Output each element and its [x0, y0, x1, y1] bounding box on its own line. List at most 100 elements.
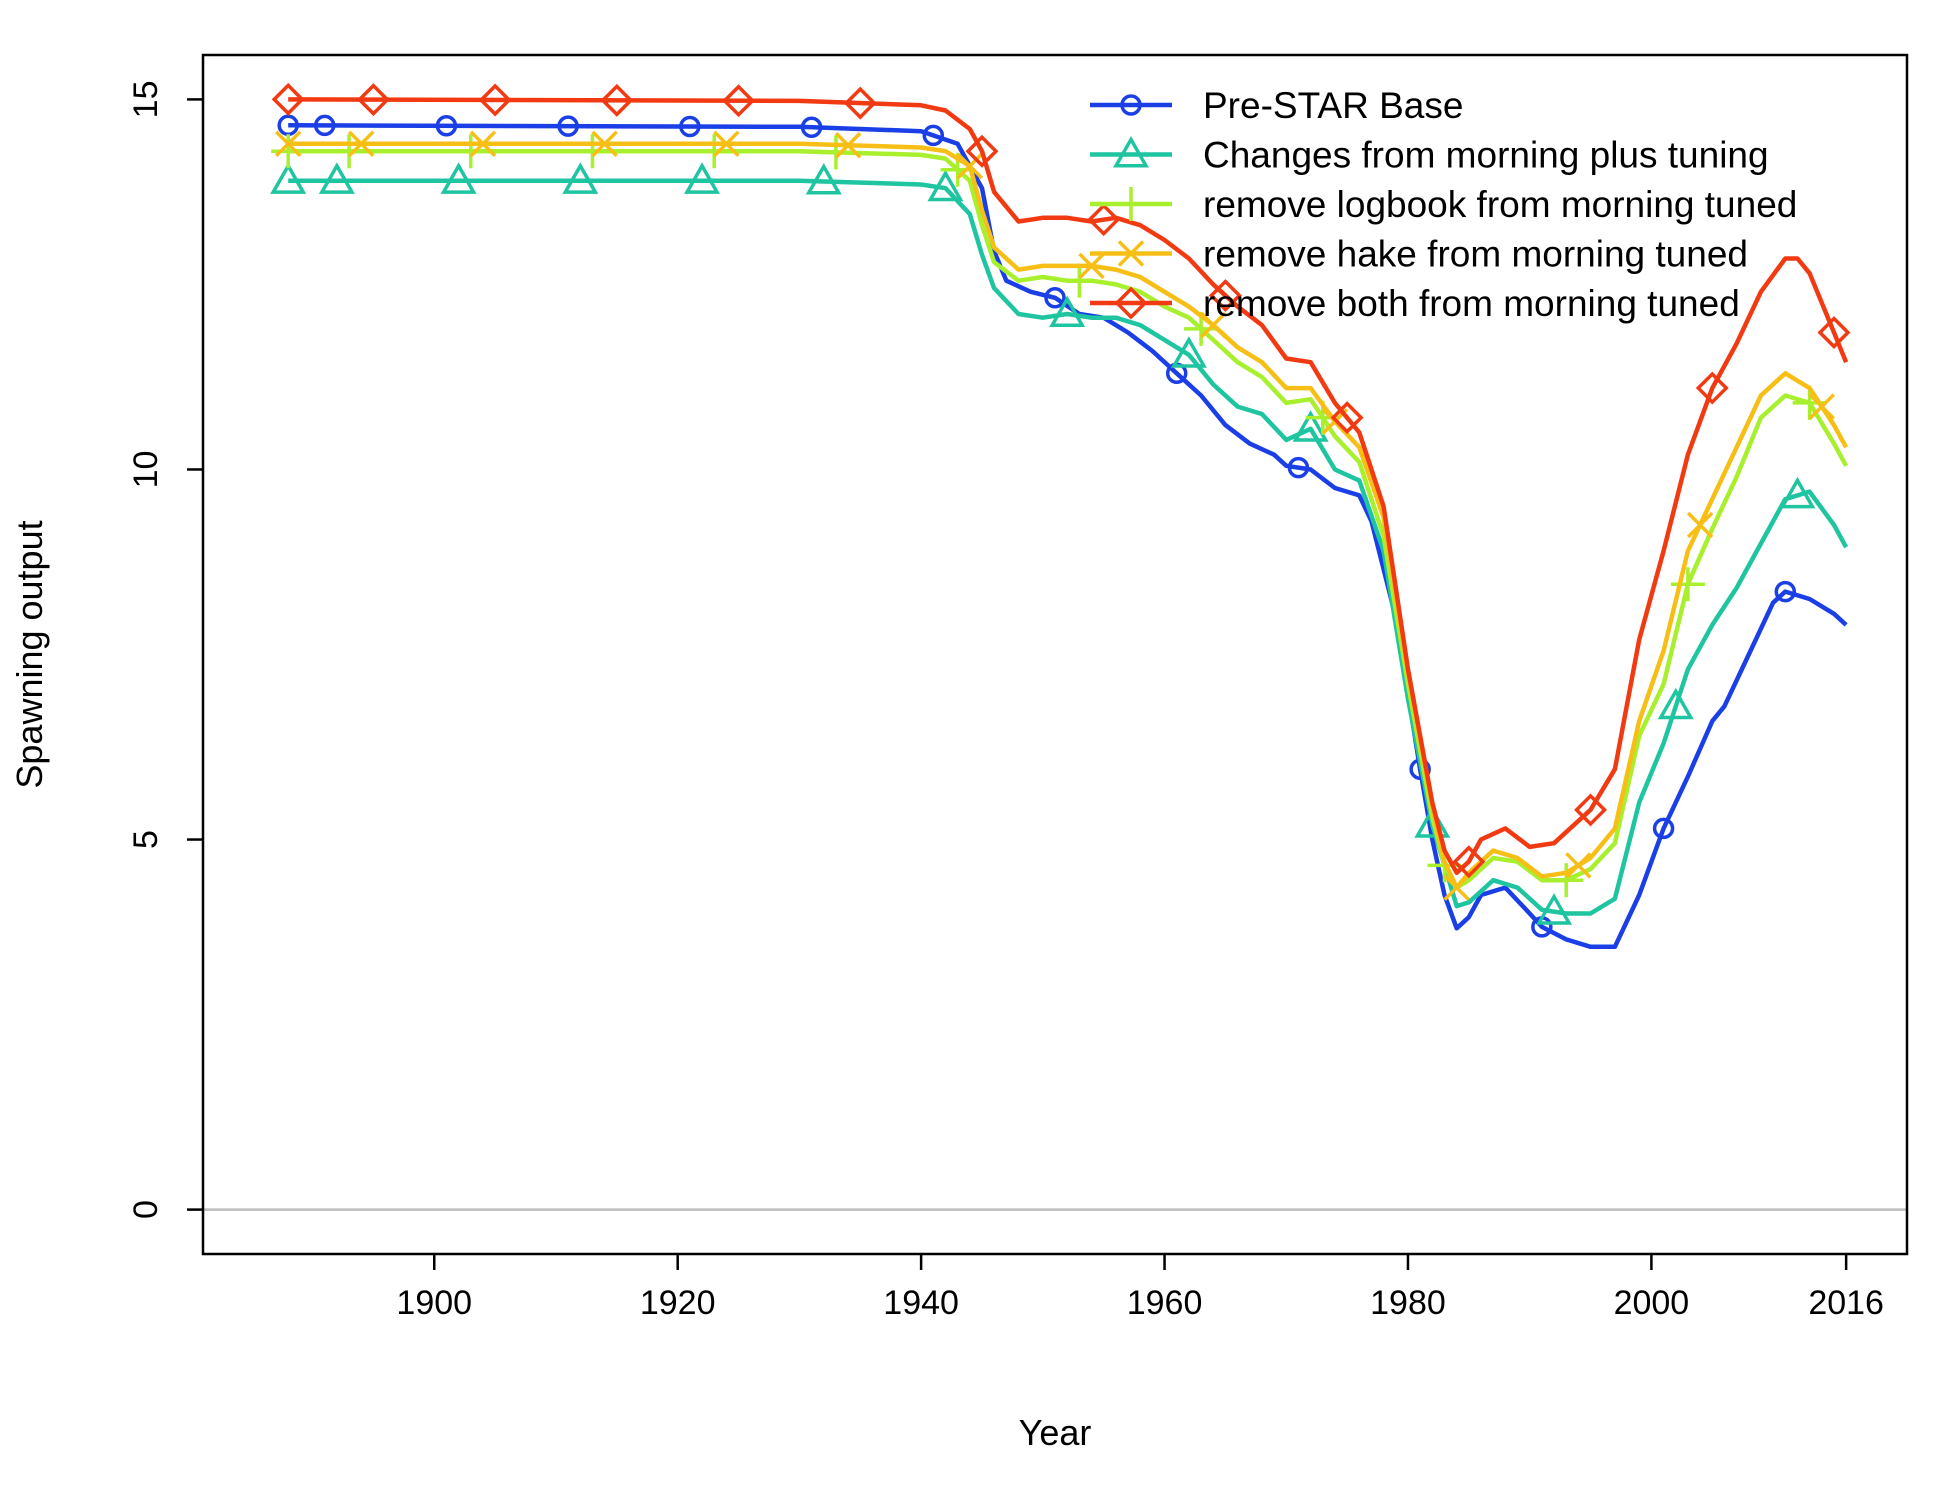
data-point-marker: [956, 152, 984, 180]
data-point-marker: [1208, 279, 1242, 313]
x-tick-label: 2016: [1808, 1284, 1884, 1322]
y-tick-label: 0: [127, 1200, 165, 1219]
legend-swatch-marker: [1114, 187, 1148, 221]
data-point-marker: [575, 134, 610, 169]
data-point-marker: [1452, 845, 1486, 879]
x-tick-label: 1900: [396, 1284, 472, 1322]
legend-label: Changes from morning plus tuning: [1203, 135, 1769, 176]
legend-item-remove-hake-from-morning-tuned: remove hake from morning tuned: [1090, 234, 1748, 275]
series-line-remove-both-from-morning-tuned: [288, 97, 1849, 876]
data-point-marker: [313, 114, 336, 137]
legend-label: remove hake from morning tuned: [1203, 234, 1748, 275]
data-point-marker: [1414, 806, 1451, 838]
data-point-marker: [435, 115, 458, 137]
data-point-marker: [1817, 316, 1851, 350]
data-point-marker: [356, 83, 390, 117]
data-point-marker: [1549, 863, 1584, 898]
data-point-marker: [1808, 393, 1836, 420]
y-axis: 0 5 10 15: [127, 80, 203, 1219]
data-point-marker: [1287, 456, 1310, 479]
legend-swatch-marker: [1117, 240, 1145, 267]
data-point-marker: [697, 134, 732, 169]
data-point-marker: [562, 162, 599, 194]
legend-swatch-marker: [1114, 286, 1148, 320]
legend-item-remove-logbook-from-morning-tuned: remove logbook from morning tuned: [1090, 184, 1797, 225]
data-point-marker: [1087, 203, 1121, 237]
data-point-marker: [469, 130, 497, 158]
legend-swatch-marker: [1112, 135, 1150, 168]
data-point-marker: [1670, 567, 1705, 602]
series-line-remove-hake-from-morning-tuned: [288, 141, 1849, 890]
data-point-marker: [440, 162, 477, 194]
data-point-marker: [274, 130, 302, 158]
data-point-marker: [713, 130, 740, 158]
data-point-marker: [1062, 263, 1097, 298]
legend-label: remove logbook from morning tuned: [1203, 184, 1797, 225]
data-point-marker: [1044, 287, 1066, 309]
x-tick-label: 1960: [1127, 1284, 1203, 1322]
series-line-remove-logbook-from-morning-tuned: [288, 148, 1849, 890]
data-point-marker: [332, 134, 367, 169]
data-point-marker: [1170, 336, 1207, 368]
data-point-marker: [1049, 295, 1086, 328]
data-point-marker: [1774, 580, 1797, 603]
legend: Pre-STAR Base Changes from morning plus t…: [1090, 85, 1797, 324]
data-point-marker: [600, 83, 634, 117]
data-point-marker: [1078, 252, 1105, 280]
data-point-marker: [927, 169, 964, 202]
data-point-marker: [805, 163, 842, 195]
data-point-marker: [318, 162, 355, 194]
x-axis-title: Year: [1019, 1412, 1092, 1453]
x-tick-label: 1920: [640, 1284, 716, 1322]
series-remove-both-from-morning-tuned: [271, 82, 1851, 879]
data-point-marker: [922, 124, 945, 147]
data-point-marker: [679, 115, 701, 138]
y-tick-label: 15: [127, 80, 165, 118]
data-point-marker: [1199, 311, 1227, 339]
data-point-marker: [1657, 687, 1694, 720]
series-layer: [270, 82, 1851, 950]
data-point-marker: [270, 162, 307, 194]
data-point-marker: [591, 130, 618, 158]
data-point-marker: [800, 116, 823, 138]
data-point-marker: [1536, 893, 1573, 925]
x-axis: 1900 1920 1940 1960 1980 2000 2016: [396, 1254, 1884, 1322]
plot-frame: [201, 53, 1909, 1256]
legend-item-changes-from-morning-plus-tuning: Changes from morning plus tuning: [1090, 135, 1769, 176]
data-point-marker: [1779, 476, 1816, 509]
data-point-marker: [1574, 793, 1608, 827]
data-point-marker: [1565, 852, 1592, 879]
data-point-marker: [557, 115, 579, 137]
data-point-marker: [843, 86, 877, 120]
y-axis-title: Spawning output: [9, 520, 50, 788]
data-point-marker: [818, 135, 853, 170]
data-point-marker: [1695, 371, 1729, 405]
series-remove-logbook-from-morning-tuned: [271, 134, 1849, 898]
series-changes-from-morning-plus-tuning: [270, 162, 1849, 925]
legend-swatch-marker: [1120, 94, 1142, 116]
data-point-marker: [271, 82, 305, 116]
y-tick-label: 5: [127, 830, 165, 849]
x-tick-label: 1980: [1370, 1284, 1446, 1322]
legend-item-pre-star-base: Pre-STAR Base: [1090, 85, 1463, 126]
data-point-marker: [1330, 401, 1364, 435]
y-tick-label: 10: [127, 451, 165, 489]
data-point-marker: [478, 83, 512, 117]
series-line-changes-from-morning-plus-tuning: [288, 178, 1849, 916]
legend-label: Pre-STAR Base: [1203, 85, 1463, 126]
data-point-marker: [453, 134, 488, 169]
data-point-marker: [684, 162, 721, 194]
data-point-marker: [722, 84, 756, 118]
data-point-marker: [1443, 874, 1470, 901]
data-point-marker: [347, 130, 375, 158]
data-point-marker: [1652, 817, 1675, 840]
legend-item-remove-both-from-morning-tuned: remove both from morning tuned: [1090, 283, 1740, 324]
x-tick-label: 2000: [1614, 1284, 1690, 1322]
data-point-marker: [271, 134, 306, 169]
data-point-marker: [834, 132, 862, 159]
legend-label: remove both from morning tuned: [1203, 283, 1740, 324]
data-point-marker: [1292, 410, 1329, 442]
data-point-marker: [965, 134, 999, 168]
data-point-marker: [1686, 511, 1714, 539]
